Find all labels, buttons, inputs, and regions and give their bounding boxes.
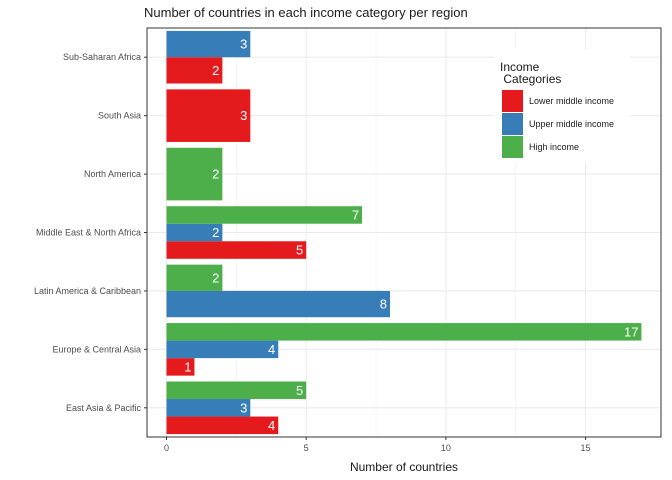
bar	[166, 290, 390, 318]
y-tick-label: East Asia & Pacific	[66, 403, 142, 413]
bar	[166, 89, 251, 142]
x-tick-label: 15	[581, 443, 591, 453]
legend-label: High income	[529, 142, 579, 152]
bar	[166, 206, 363, 224]
y-axis: East Asia & Pacific Europe & Central Asia…	[34, 52, 147, 413]
bar	[166, 323, 642, 341]
chart-title: Number of countries in each income categ…	[144, 5, 468, 20]
legend-key	[502, 90, 523, 112]
bar	[166, 358, 195, 376]
bar	[166, 399, 251, 417]
legend-key	[502, 136, 523, 158]
bar	[166, 340, 279, 359]
x-axis: 0 5 10 15	[164, 437, 591, 453]
bar	[166, 223, 223, 242]
y-tick-label: North America	[84, 169, 141, 179]
bar-data-label: 2	[212, 225, 219, 240]
x-axis-title: Number of countries	[350, 460, 458, 474]
legend: Income Categories Lower middle income Uppe…	[494, 49, 630, 163]
bar-data-label: 8	[380, 297, 387, 312]
bar-data-label: 5	[296, 243, 303, 258]
bar-data-label: 4	[268, 342, 275, 357]
x-tick-label: 5	[304, 443, 309, 453]
bar-data-label: 17	[624, 324, 638, 339]
bar	[166, 381, 307, 400]
legend-title: Categories	[500, 72, 561, 86]
bar	[166, 57, 223, 84]
y-tick-label: Middle East & North Africa	[36, 228, 141, 238]
bar-data-label: 2	[212, 167, 219, 182]
bar-data-label: 5	[296, 383, 303, 398]
x-tick-label: 0	[164, 443, 169, 453]
bar	[166, 264, 223, 291]
y-tick-label: Latin America & Caribbean	[34, 286, 141, 296]
bar-data-label: 1	[184, 359, 191, 374]
bar-data-label: 7	[352, 207, 359, 222]
bar-data-label: 3	[240, 37, 247, 52]
x-tick-label: 10	[441, 443, 451, 453]
bar	[166, 241, 307, 259]
bar-data-label: 4	[268, 418, 275, 433]
legend-label: Lower middle income	[529, 96, 614, 106]
legend-title: Income	[500, 60, 540, 74]
bar-data-label: 2	[212, 270, 219, 285]
bar	[166, 416, 279, 435]
legend-label: Upper middle income	[529, 119, 614, 129]
y-tick-label: South Asia	[98, 111, 141, 121]
bar-data-label: 2	[212, 63, 219, 78]
y-tick-label: Sub-Saharan Africa	[63, 52, 141, 62]
legend-key	[502, 113, 523, 135]
bar-data-label: 3	[240, 400, 247, 415]
bar	[166, 147, 223, 201]
y-tick-label: Europe & Central Asia	[52, 344, 141, 354]
bar-data-label: 3	[240, 108, 247, 123]
bar	[166, 30, 251, 58]
